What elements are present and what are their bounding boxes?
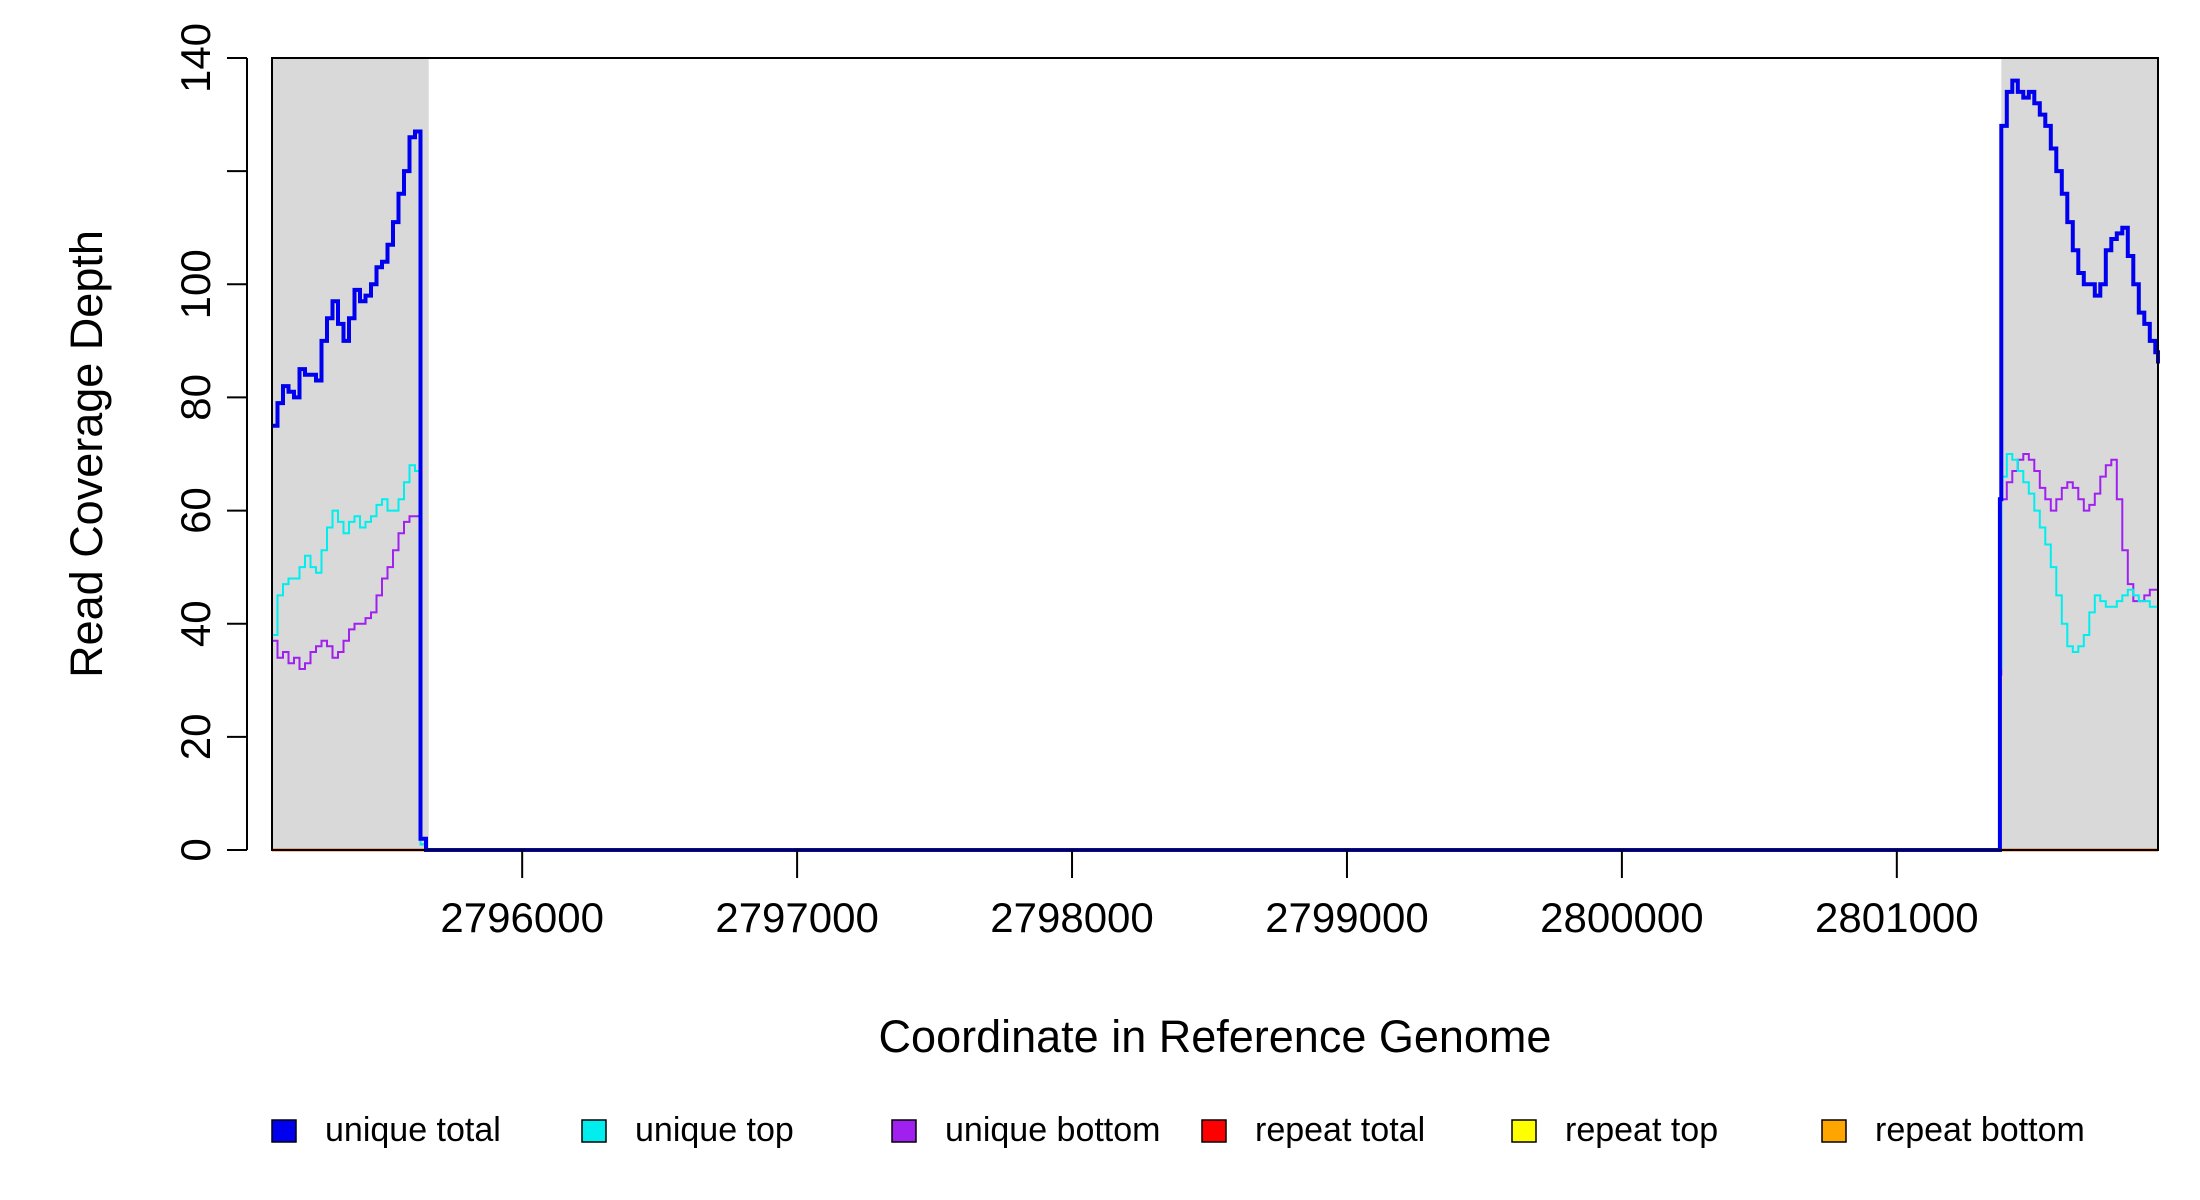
plot-frame	[271, 57, 2159, 851]
y-tick-label: 40	[172, 600, 219, 647]
x-axis: 2796000 2797000 2798000 2799000 2800000 28010…	[440, 849, 1979, 941]
x-axis-title: Coordinate in Reference Genome	[879, 1011, 1552, 1062]
series-layer	[272, 78, 2160, 852]
legend-label-unique-top: unique top	[635, 1111, 794, 1149]
legend-swatch-unique-top	[581, 1119, 607, 1143]
x-tick-label: 2800000	[1540, 894, 1704, 941]
legend-label-repeat-bottom: repeat bottom	[1875, 1111, 2085, 1149]
legend-swatch-repeat-top	[1511, 1119, 1537, 1143]
series-line-unique-top	[272, 453, 2159, 851]
shaded-region-layer	[272, 58, 2158, 850]
legend-swatch-repeat-total	[1201, 1119, 1227, 1143]
legend: unique total unique top unique bottom repea…	[271, 1111, 2085, 1149]
y-tick-label: 0	[172, 838, 219, 861]
legend-swatch-unique-bottom	[891, 1119, 917, 1143]
legend-swatch-repeat-bottom	[1821, 1119, 1847, 1143]
legend-label-repeat-total: repeat total	[1255, 1111, 1425, 1149]
y-tick-label: 140	[172, 23, 219, 93]
legend-label-unique-total: unique total	[325, 1111, 501, 1149]
x-tick-label: 2797000	[715, 894, 879, 941]
legend-label-unique-bottom: unique bottom	[945, 1111, 1161, 1149]
x-tick-label: 2799000	[1265, 894, 1429, 941]
legend-swatch-unique-total	[271, 1119, 297, 1143]
y-axis: 0 20 40 60 80 100 140	[172, 23, 248, 862]
legend-label-repeat-top: repeat top	[1565, 1111, 1718, 1149]
y-tick-label: 20	[172, 713, 219, 760]
y-tick-label: 100	[172, 249, 219, 319]
x-tick-label: 2801000	[1815, 894, 1979, 941]
y-tick-label: 60	[172, 487, 219, 534]
series-line-unique-bottom	[272, 453, 2159, 851]
y-axis-title: Read Coverage Depth	[61, 230, 112, 678]
y-tick-label: 80	[172, 374, 219, 421]
series-line-unique-total	[272, 78, 2160, 852]
x-tick-label: 2796000	[440, 894, 604, 941]
x-tick-label: 2798000	[990, 894, 1154, 941]
